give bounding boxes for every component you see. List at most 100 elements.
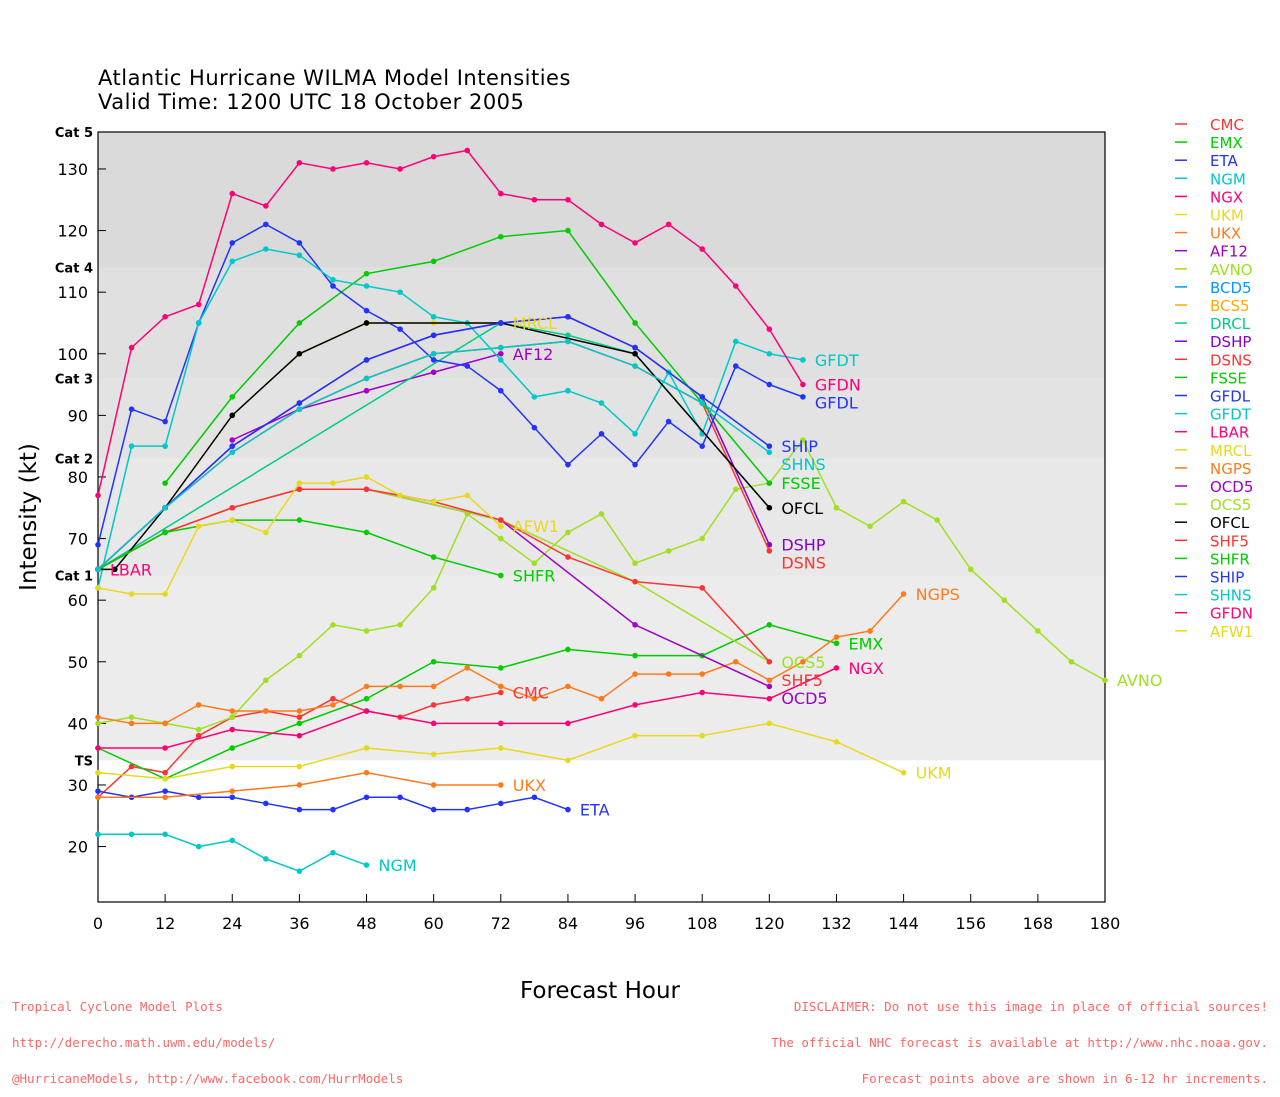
data-point-avno (565, 529, 571, 536)
data-point-ukm (95, 769, 101, 776)
data-point-fsse (229, 394, 236, 400)
data-point-gfdt (498, 357, 504, 363)
legend-entry: DRCL (1210, 315, 1251, 333)
legend-entry: CMC (1210, 116, 1244, 134)
data-point-emx (833, 640, 840, 647)
data-point-ngps (900, 591, 907, 597)
y-tick-label: 70 (68, 530, 88, 549)
data-point-shns (565, 338, 571, 345)
data-point-ukm (162, 776, 168, 782)
data-point-avno (967, 566, 974, 573)
data-point-ngps (867, 628, 873, 634)
series-end-label: AF12 (513, 345, 554, 364)
data-point-shns (296, 406, 303, 413)
data-point-eta (330, 806, 336, 813)
data-point-avno (833, 504, 840, 511)
data-point-ngm (296, 868, 303, 874)
data-point-ngx (699, 689, 705, 696)
data-point-ngx (766, 695, 773, 702)
data-point-ngm (195, 843, 202, 850)
data-point-eta (397, 794, 403, 801)
data-point-shf5 (229, 504, 236, 511)
data-point-ofcl (632, 350, 638, 357)
data-point-ship (766, 443, 773, 449)
data-point-eta (162, 788, 168, 794)
y-tick-label: 60 (68, 591, 88, 610)
category-band (98, 575, 1105, 761)
y-tick-label: 80 (68, 468, 88, 487)
series-end-label: MRCL (513, 314, 557, 333)
legend-entry: OCS5 (1210, 496, 1251, 514)
data-point-af12 (498, 350, 504, 357)
data-point-gfdn (162, 314, 168, 320)
data-point-ngps (95, 714, 101, 720)
data-point-ngm (263, 856, 269, 862)
data-point-avno (128, 714, 135, 720)
data-point-emx (565, 646, 571, 653)
data-point-eta (229, 794, 236, 801)
legend-entry: AF12 (1210, 243, 1248, 261)
data-point-afw1 (330, 480, 336, 486)
data-point-gfdt (195, 320, 202, 326)
data-point-ukm (699, 732, 705, 739)
x-tick-label: 144 (888, 914, 919, 933)
data-point-avno (732, 486, 739, 493)
data-point-emx (363, 695, 370, 702)
data-point-ship (632, 344, 638, 351)
data-point-gfdl (162, 418, 168, 425)
data-point-gfdn (95, 492, 101, 499)
legend-entry: ETA (1210, 152, 1238, 170)
data-point-ngps (229, 708, 236, 714)
footer-right: DISCLAIMER: Do not use this image in pla… (771, 977, 1268, 1097)
legend-entry: NGX (1210, 188, 1243, 206)
data-point-cmc (498, 689, 504, 696)
data-point-afw1 (195, 523, 202, 530)
data-point-ukx (229, 788, 236, 794)
x-tick-label: 120 (754, 914, 785, 933)
data-point-eta (464, 806, 471, 813)
data-point-ngm (229, 837, 236, 844)
legend-entry: SHFR (1210, 550, 1250, 568)
data-point-gfdt (766, 350, 773, 357)
data-point-ukx (363, 769, 370, 776)
category-label: Cat 2 (55, 452, 93, 467)
data-point-eta (195, 794, 202, 801)
data-point-shf5 (296, 486, 303, 493)
x-tick-label: 24 (222, 914, 242, 933)
data-point-gfdl (565, 461, 571, 468)
data-point-eta (531, 794, 538, 801)
footer-left-line: @HurricaneModels, http://www.facebook.co… (12, 1071, 404, 1086)
data-point-eta (263, 800, 269, 807)
data-point-cmc (296, 714, 303, 720)
category-label: Cat 1 (55, 570, 93, 585)
data-point-shfr (430, 554, 437, 560)
data-point-fsse (162, 480, 168, 486)
data-point-avno (397, 622, 403, 628)
legend-entry: OCD5 (1210, 478, 1253, 496)
x-axis-label: Forecast Hour (520, 978, 681, 1004)
legend-entry: GFDL (1210, 388, 1251, 406)
data-point-ship (498, 320, 504, 326)
data-point-gfdl (330, 283, 336, 289)
series-line-fsse (164, 229, 770, 484)
y-tick-label: 110 (57, 283, 88, 302)
legend-entry: OFCL (1210, 514, 1250, 532)
data-point-eta (296, 806, 303, 813)
x-tick-label: 168 (1023, 914, 1054, 933)
data-point-shf5 (363, 486, 370, 493)
legend-entry: BCS5 (1210, 297, 1250, 315)
data-point-shf5 (565, 554, 571, 560)
series-end-label: OFCL (781, 499, 823, 518)
data-point-shfr (498, 572, 504, 579)
data-point-ship (699, 394, 705, 400)
x-tick-label: 48 (356, 914, 376, 933)
data-point-ngps (565, 683, 571, 690)
data-point-ngps (397, 683, 403, 690)
data-point-eta (363, 794, 370, 801)
series-line-emx (97, 624, 837, 780)
data-point-shns (229, 449, 236, 456)
data-point-avno (1102, 677, 1108, 684)
data-point-ngx (833, 665, 840, 671)
data-point-gfdl (263, 221, 269, 228)
data-point-avno (498, 535, 504, 542)
